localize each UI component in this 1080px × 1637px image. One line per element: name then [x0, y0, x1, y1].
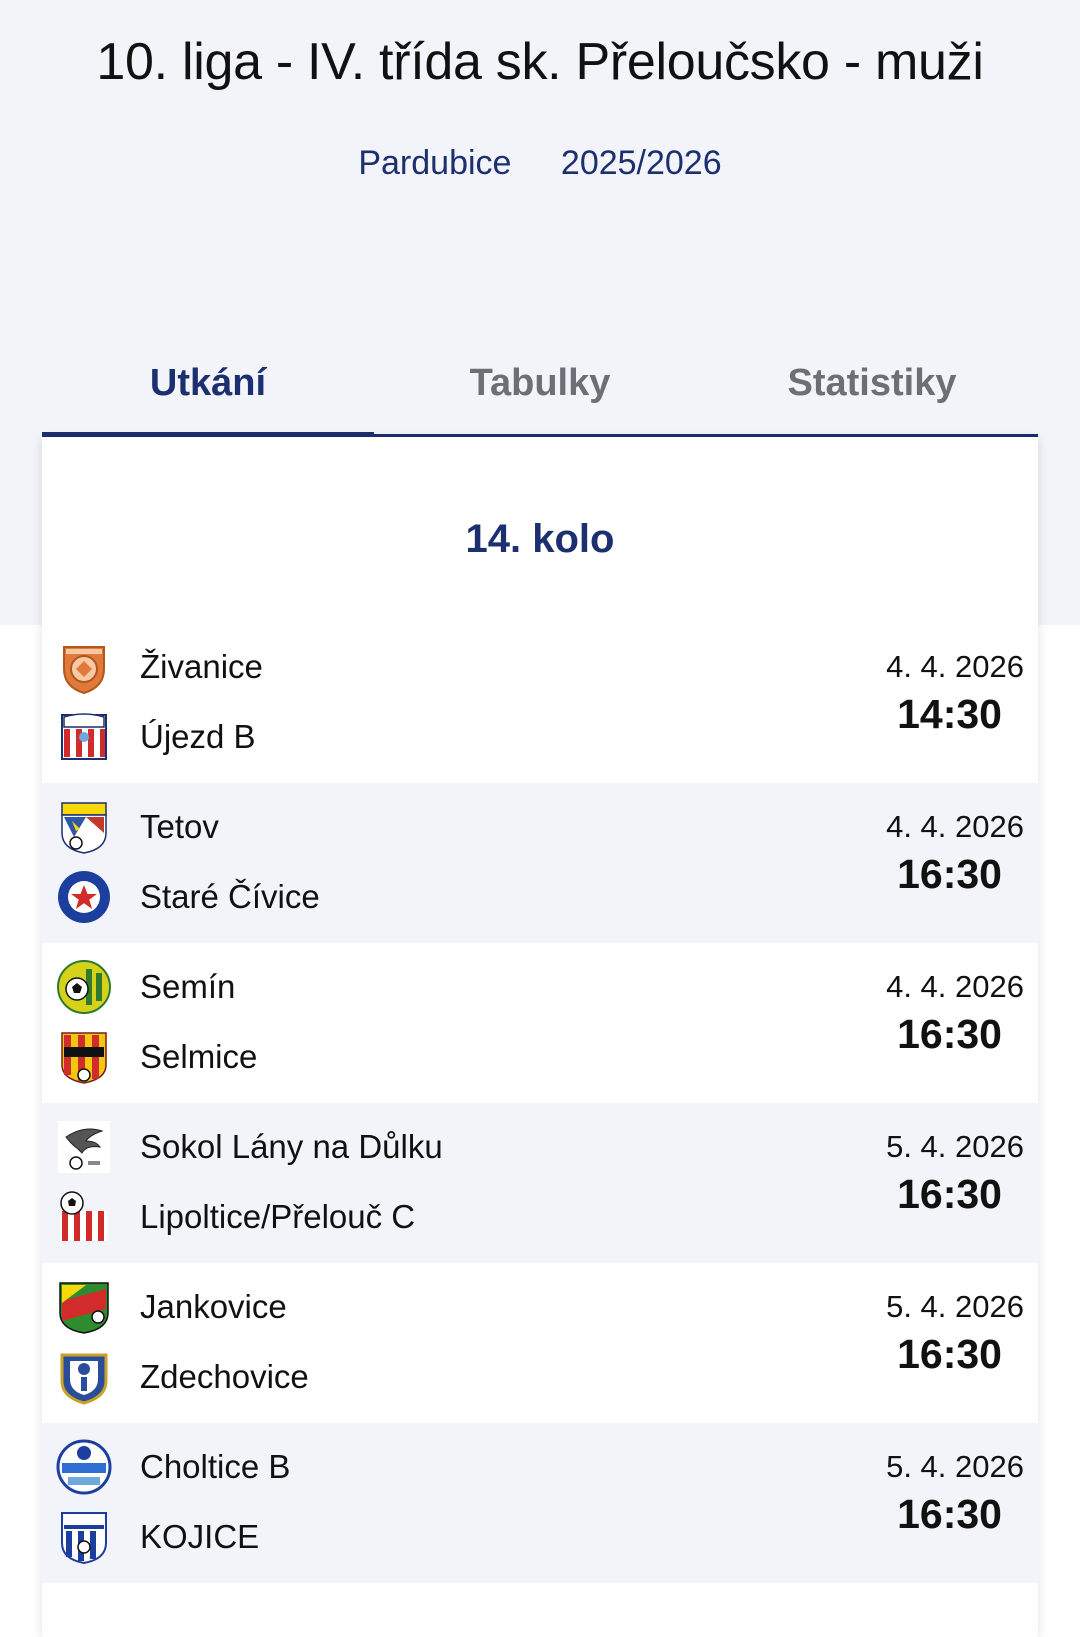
match-date: 4. 4. 2026 [886, 969, 1024, 1004]
red-white-striped-shield-icon [61, 713, 107, 760]
away-team-name: Újezd B [140, 718, 256, 755]
tab-utkani[interactable]: Utkání [42, 352, 374, 439]
away-team-name: Selmice [140, 1038, 258, 1075]
blue-white-striped-shield-icon [61, 1512, 107, 1565]
home-team-name: Tetov [140, 808, 219, 845]
match-row[interactable]: Jankovice Zdechovice 5. 4. 2026 16:30 [42, 1263, 1038, 1423]
match-time: 16:30 [897, 1171, 1002, 1217]
eagle-crest-icon [58, 1121, 110, 1173]
match-date: 5. 4. 2026 [886, 1449, 1024, 1484]
blue-round-crest-icon [56, 1439, 112, 1495]
region-label: Pardubice [358, 144, 512, 182]
home-team-name: Sokol Lány na Důlku [140, 1128, 443, 1165]
page-title: 10. liga - IV. třída sk. Přeloučsko - mu… [96, 33, 984, 91]
red-yellow-striped-shield-icon [61, 1032, 107, 1084]
away-team-name: KOJICE [140, 1518, 260, 1555]
match-row[interactable]: Semín Selmice 4. 4. 2026 16:30 [42, 943, 1038, 1103]
match-list: Živanice Újezd B 4. 4. 2026 14:30 [42, 623, 1038, 1583]
match-row[interactable]: Živanice Újezd B 4. 4. 2026 14:30 [42, 623, 1038, 783]
home-team-name: Semín [140, 968, 236, 1005]
away-team: KOJICE [56, 1509, 259, 1565]
tab-bar: Utkání Tabulky Statistiky [42, 352, 1038, 439]
match-date: 5. 4. 2026 [886, 1289, 1024, 1324]
away-team: Zdechovice [56, 1349, 309, 1405]
away-team: Lipoltice/Přelouč C [56, 1189, 415, 1245]
yellow-blue-shield-icon [61, 802, 107, 854]
match-time: 16:30 [897, 851, 1002, 897]
away-team: Staré Čívice [56, 869, 320, 925]
match-date: 4. 4. 2026 [886, 809, 1024, 844]
home-team: Živanice [56, 639, 263, 695]
away-team-name: Staré Čívice [140, 878, 320, 915]
season-label: 2025/2026 [560, 144, 722, 182]
blue-ring-red-star-icon [58, 871, 110, 923]
green-yellow-round-crest-icon [57, 960, 111, 1014]
matches-card: 14. kolo Živanice [42, 437, 1038, 1637]
green-red-yellow-shield-icon [59, 1282, 109, 1334]
match-row[interactable]: Choltice B KOJICE 5. 4. 2026 16:30 [42, 1423, 1038, 1583]
home-team: Jankovice [56, 1279, 287, 1335]
match-time: 14:30 [897, 691, 1002, 737]
match-date: 4. 4. 2026 [886, 649, 1024, 684]
home-team-name: Choltice B [140, 1448, 291, 1485]
home-team: Choltice B [56, 1439, 290, 1495]
away-team-name: Lipoltice/Přelouč C [140, 1198, 416, 1235]
tab-statistiky[interactable]: Statistiky [787, 362, 957, 404]
league-meta: Pardubice 2025/2026 [0, 144, 1080, 183]
match-date: 5. 4. 2026 [886, 1129, 1024, 1164]
match-time: 16:30 [897, 1491, 1002, 1537]
blue-gold-shield-icon [60, 1353, 108, 1405]
round-title: 14. kolo [465, 517, 615, 561]
red-white-ball-shield-icon [60, 1191, 108, 1241]
away-team: Selmice [56, 1029, 257, 1085]
orange-ball-crest-icon [63, 646, 105, 695]
home-team: Semín [56, 959, 235, 1015]
home-team-name: Jankovice [140, 1288, 287, 1325]
match-row[interactable]: Tetov Staré Čívice 4. 4. 2026 16:30 [42, 783, 1038, 943]
match-row[interactable]: Sokol Lány na Důlku Lipoltice/Přelouč C … [42, 1103, 1038, 1263]
home-team: Sokol Lány na Důlku [56, 1119, 443, 1175]
match-time: 16:30 [897, 1331, 1002, 1377]
away-team-name: Zdechovice [140, 1358, 309, 1395]
home-team-name: Živanice [140, 648, 263, 685]
home-team: Tetov [56, 799, 219, 855]
match-time: 16:30 [897, 1011, 1002, 1057]
away-team: Újezd B [56, 709, 256, 765]
tab-tabulky[interactable]: Tabulky [469, 362, 611, 404]
